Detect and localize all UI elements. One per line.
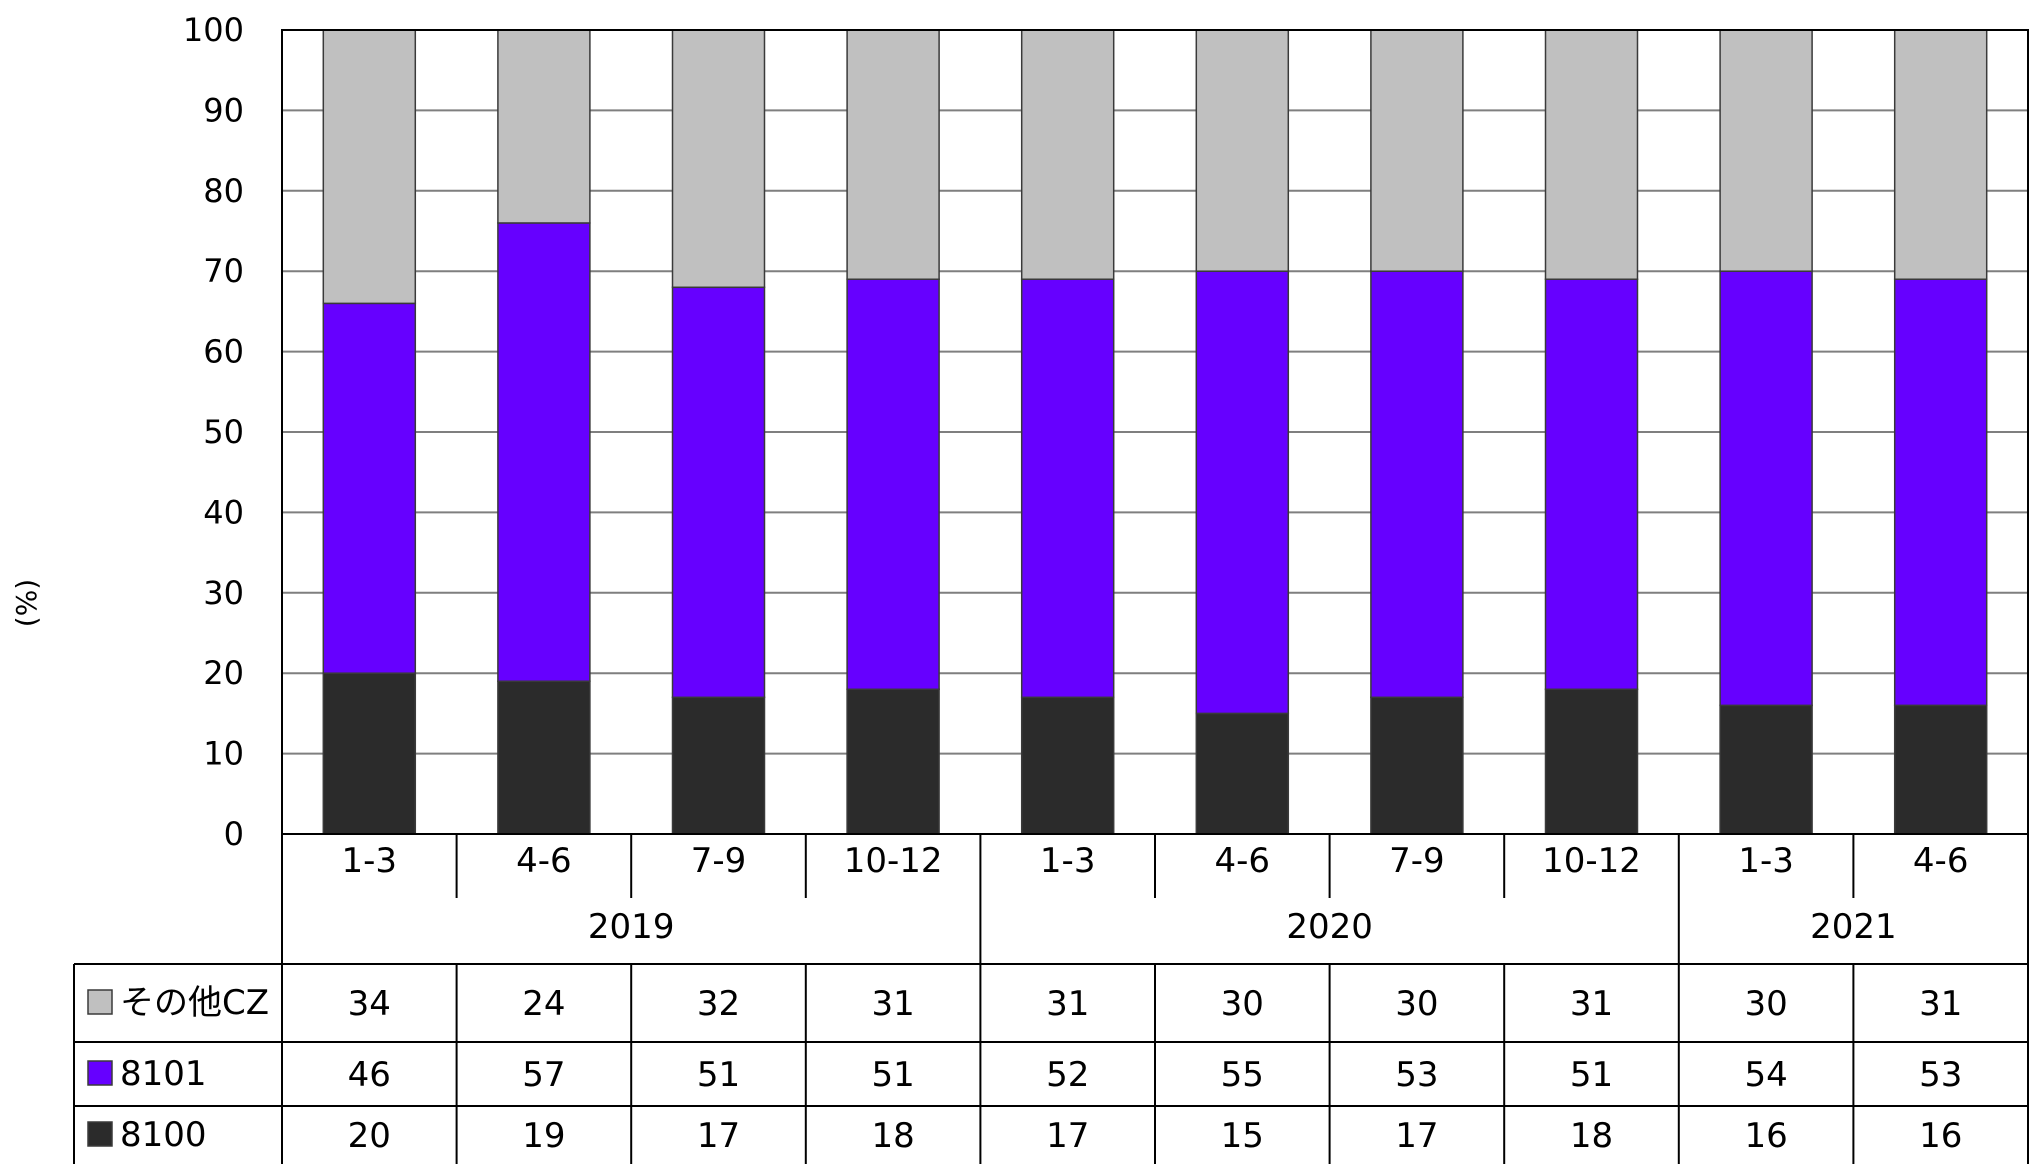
bar-segment xyxy=(1195,29,1290,272)
category-label: 10-12 xyxy=(844,841,943,881)
bar-segment xyxy=(1544,29,1639,280)
table-value: 53 xyxy=(1919,1055,1962,1095)
y-tick-label: 0 xyxy=(224,815,244,853)
category-label: 7-9 xyxy=(691,841,747,881)
table-value: 19 xyxy=(522,1116,565,1156)
bar-segment xyxy=(1893,29,1988,280)
bar-segment xyxy=(1544,278,1639,691)
bar-segment xyxy=(846,688,940,835)
bar-segment xyxy=(1370,29,1464,272)
table-value: 57 xyxy=(522,1055,565,1095)
table-value: 24 xyxy=(522,984,565,1024)
bar-segment xyxy=(1195,270,1290,715)
table-value: 16 xyxy=(1744,1116,1787,1156)
bar-segment xyxy=(1370,696,1464,835)
table-value: 31 xyxy=(871,984,914,1024)
bar-segment xyxy=(1370,270,1464,699)
bar-segment xyxy=(1719,29,1813,272)
category-label: 1-3 xyxy=(1040,841,1096,881)
bar-segment xyxy=(1020,278,1115,699)
group-label: 2019 xyxy=(588,907,675,947)
y-axis-label: (%) xyxy=(10,579,43,627)
category-label: 4-6 xyxy=(1913,841,1969,881)
table-value: 51 xyxy=(871,1055,914,1095)
category-label: 4-6 xyxy=(1215,841,1271,881)
category-label: 10-12 xyxy=(1542,841,1641,881)
bar-segment xyxy=(671,29,766,289)
table-value: 15 xyxy=(1221,1116,1264,1156)
bar-segment xyxy=(671,696,766,835)
bar-segment xyxy=(1020,29,1115,280)
table-value: 20 xyxy=(348,1116,391,1156)
bar-segment xyxy=(497,222,591,682)
bar-segment xyxy=(1893,704,1988,835)
legend-swatch xyxy=(87,1121,113,1147)
y-tick-label: 60 xyxy=(203,333,244,371)
bar-segment xyxy=(322,29,417,305)
table-value: 53 xyxy=(1395,1055,1438,1095)
bar-segment xyxy=(1893,278,1988,707)
y-tick-labels: 0 10 20 30 40 50 60 70 80 90 100 xyxy=(183,11,244,853)
y-tick-label: 10 xyxy=(203,735,244,773)
legend-label: 8101 xyxy=(120,1054,207,1094)
y-tick-label: 70 xyxy=(203,252,244,290)
table-value: 55 xyxy=(1221,1055,1264,1095)
bar-segment xyxy=(1719,270,1813,707)
category-label: 4-6 xyxy=(516,841,572,881)
y-tick-label: 50 xyxy=(203,413,244,451)
bar-segment xyxy=(497,29,591,224)
table-value: 31 xyxy=(1046,984,1089,1024)
bar-segment xyxy=(322,672,417,835)
table-value: 31 xyxy=(1919,984,1962,1024)
bar-segment xyxy=(322,302,417,674)
bars xyxy=(281,29,2029,835)
table-value: 18 xyxy=(871,1116,914,1156)
legend-label: その他CZ xyxy=(120,983,269,1023)
table-value: 18 xyxy=(1570,1116,1613,1156)
y-tick-label: 20 xyxy=(203,654,244,692)
table-value: 34 xyxy=(348,984,391,1024)
table-value: 51 xyxy=(697,1055,740,1095)
bar-segment xyxy=(1544,688,1639,835)
table-value: 17 xyxy=(1046,1116,1089,1156)
bar-segment xyxy=(1195,712,1290,835)
y-tick-label: 90 xyxy=(203,91,244,129)
bar-segment xyxy=(846,29,940,280)
legend-swatch xyxy=(87,1060,113,1086)
bar-segment xyxy=(1719,704,1813,835)
group-label: 2021 xyxy=(1810,907,1897,947)
table-value: 17 xyxy=(697,1116,740,1156)
table-value: 17 xyxy=(1395,1116,1438,1156)
table-value: 30 xyxy=(1221,984,1264,1024)
legend-swatch xyxy=(87,989,113,1015)
table-value: 52 xyxy=(1046,1055,1089,1095)
y-tick-label: 100 xyxy=(183,11,244,49)
bar-segment xyxy=(497,680,591,835)
bar-segment xyxy=(1020,696,1115,835)
y-tick-label: 40 xyxy=(203,493,244,531)
y-tick-label: 80 xyxy=(203,172,244,210)
bar-segment xyxy=(671,286,766,699)
table-value: 30 xyxy=(1744,984,1787,1024)
table-value: 51 xyxy=(1570,1055,1613,1095)
table-value: 16 xyxy=(1919,1116,1962,1156)
category-label: 1-3 xyxy=(1738,841,1794,881)
table-value: 54 xyxy=(1744,1055,1787,1095)
category-label: 7-9 xyxy=(1389,841,1445,881)
table-value: 30 xyxy=(1395,984,1438,1024)
table-value: 46 xyxy=(348,1055,391,1095)
table-value: 32 xyxy=(697,984,740,1024)
legend-label: 8100 xyxy=(120,1115,207,1155)
table-value: 31 xyxy=(1570,984,1613,1024)
group-label: 2020 xyxy=(1286,907,1373,947)
bar-segment xyxy=(846,278,940,691)
category-label: 1-3 xyxy=(342,841,398,881)
y-tick-label: 30 xyxy=(203,574,244,612)
